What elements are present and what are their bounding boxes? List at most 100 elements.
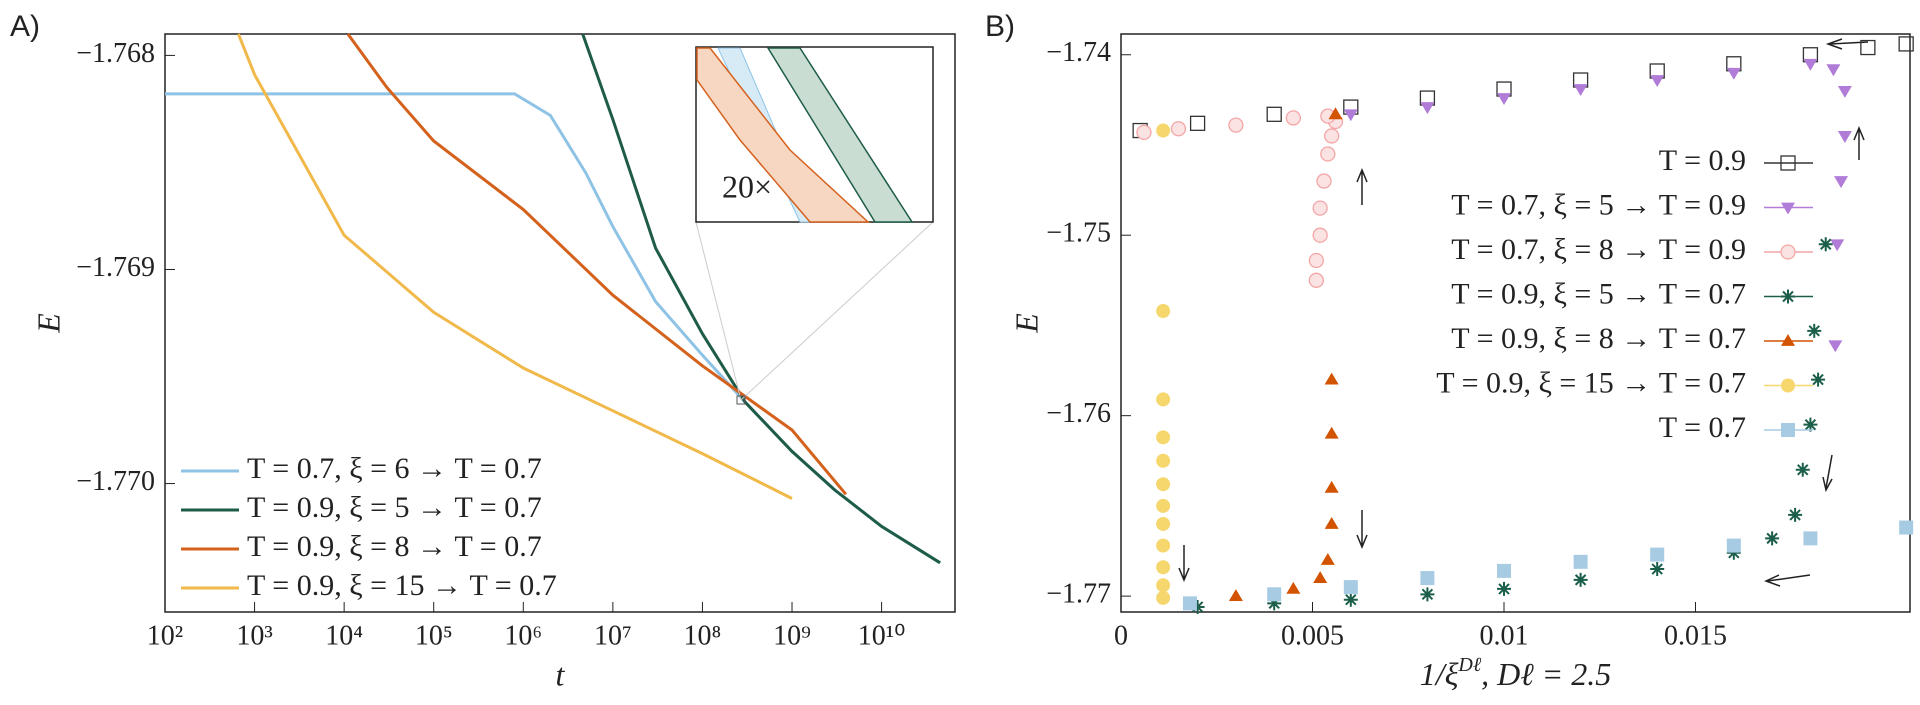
point	[1312, 227, 1328, 243]
point	[1343, 580, 1358, 595]
point	[1156, 477, 1171, 492]
inset: 20×	[695, 46, 934, 405]
point	[1343, 592, 1358, 607]
y-axis-label: E	[30, 313, 66, 334]
point	[1324, 516, 1339, 529]
legend-label: T = 0.7, ξ = 8 → T = 0.9	[1451, 233, 1746, 266]
legend-marker	[1781, 289, 1795, 304]
x-tick-label: 10⁵	[415, 620, 453, 651]
y-tick-label: −1.770	[76, 466, 155, 497]
point	[1228, 589, 1243, 602]
point	[1803, 531, 1818, 546]
y-tick-label: −1.74	[1046, 37, 1111, 68]
line	[346, 33, 848, 496]
point	[1818, 237, 1833, 252]
point	[1899, 520, 1914, 535]
point	[1267, 596, 1282, 611]
point	[1324, 480, 1339, 493]
point	[1308, 252, 1324, 269]
point	[1573, 84, 1588, 97]
point	[1320, 146, 1336, 162]
point	[1420, 102, 1435, 115]
inset-band	[696, 47, 870, 223]
point	[1228, 117, 1244, 133]
point	[1726, 67, 1741, 80]
x-axis-label: t	[556, 656, 566, 692]
x-tick-label: 10⁸	[684, 620, 722, 651]
point	[1156, 392, 1171, 407]
line	[237, 33, 793, 500]
point	[1170, 121, 1187, 137]
arrow	[1356, 510, 1368, 549]
legend-label: T = 0.9	[1659, 144, 1746, 177]
x-tick-label: 10²	[147, 620, 183, 651]
point	[1803, 417, 1818, 432]
point	[1837, 131, 1852, 143]
point	[1308, 272, 1324, 288]
plot-area	[1132, 36, 1914, 614]
point	[1811, 372, 1826, 387]
inset-label: 20×	[722, 168, 772, 204]
x-tick-label: 0.015	[1664, 620, 1727, 651]
point	[1497, 581, 1512, 596]
y-tick-label: −1.769	[76, 252, 155, 283]
point	[1189, 115, 1206, 131]
point	[1156, 498, 1171, 513]
y-tick-label: −1.76	[1046, 398, 1111, 429]
point	[1803, 58, 1818, 71]
x-tick-label: 10¹⁰	[858, 620, 906, 651]
legend-label: T = 0.9, ξ = 15 → T = 0.7	[247, 569, 557, 602]
legend-label: T = 0.9, ξ = 8 → T = 0.7	[247, 530, 542, 563]
x-tick-label: 10⁶	[504, 620, 542, 651]
x-axis-label-sup: Dℓ	[1457, 654, 1481, 676]
x-tick-label: 10³	[236, 620, 272, 651]
point	[1343, 109, 1358, 122]
inset-band	[766, 47, 914, 223]
zoom-box	[736, 395, 746, 405]
panel-label: A)	[10, 10, 40, 43]
point	[1320, 553, 1335, 565]
x-tick-label: 10⁴	[325, 620, 363, 651]
point	[1313, 571, 1328, 583]
legend-marker	[1780, 155, 1796, 171]
point	[1826, 64, 1841, 77]
point	[1285, 110, 1302, 126]
point	[1156, 453, 1171, 468]
zoom-line	[740, 221, 934, 401]
point	[1266, 106, 1282, 122]
point	[1136, 124, 1152, 140]
legend-label: T = 0.7	[1659, 411, 1746, 444]
point	[1420, 571, 1435, 586]
point	[1860, 39, 1876, 56]
point	[1650, 547, 1665, 562]
point	[1324, 128, 1340, 144]
arrow	[1764, 574, 1811, 587]
legend-label: T = 0.7, ξ = 6 → T = 0.7	[247, 452, 542, 485]
legend-label: T = 0.9, ξ = 15 → T = 0.7	[1436, 366, 1746, 399]
arrow	[1822, 454, 1833, 493]
point	[1156, 590, 1171, 605]
point	[1788, 507, 1803, 522]
point	[1182, 596, 1197, 611]
legend-marker	[1781, 334, 1795, 346]
point	[1328, 107, 1343, 120]
y-tick-label: −1.77	[1046, 579, 1111, 610]
point	[1156, 538, 1171, 553]
plot-frame	[164, 33, 956, 613]
x-tick-label: 10⁷	[594, 620, 632, 651]
legend-label: T = 0.9, ξ = 8 → T = 0.7	[1451, 322, 1746, 355]
point	[1312, 200, 1328, 216]
x-axis-label-part: , Dℓ = 2.5	[1481, 656, 1611, 692]
point	[1726, 545, 1741, 560]
x-tick-label: 10⁹	[773, 620, 811, 651]
x-axis-label-part: 1/ξ	[1420, 656, 1459, 692]
legend-label: T = 0.7, ξ = 5 → T = 0.9	[1451, 188, 1746, 221]
legend-marker	[1780, 244, 1796, 260]
x-tick-label: 0.005	[1281, 620, 1344, 651]
legend-marker	[1781, 423, 1795, 437]
point	[1650, 75, 1665, 88]
point	[1837, 85, 1852, 98]
x-tick-label: 0.01	[1480, 620, 1529, 651]
